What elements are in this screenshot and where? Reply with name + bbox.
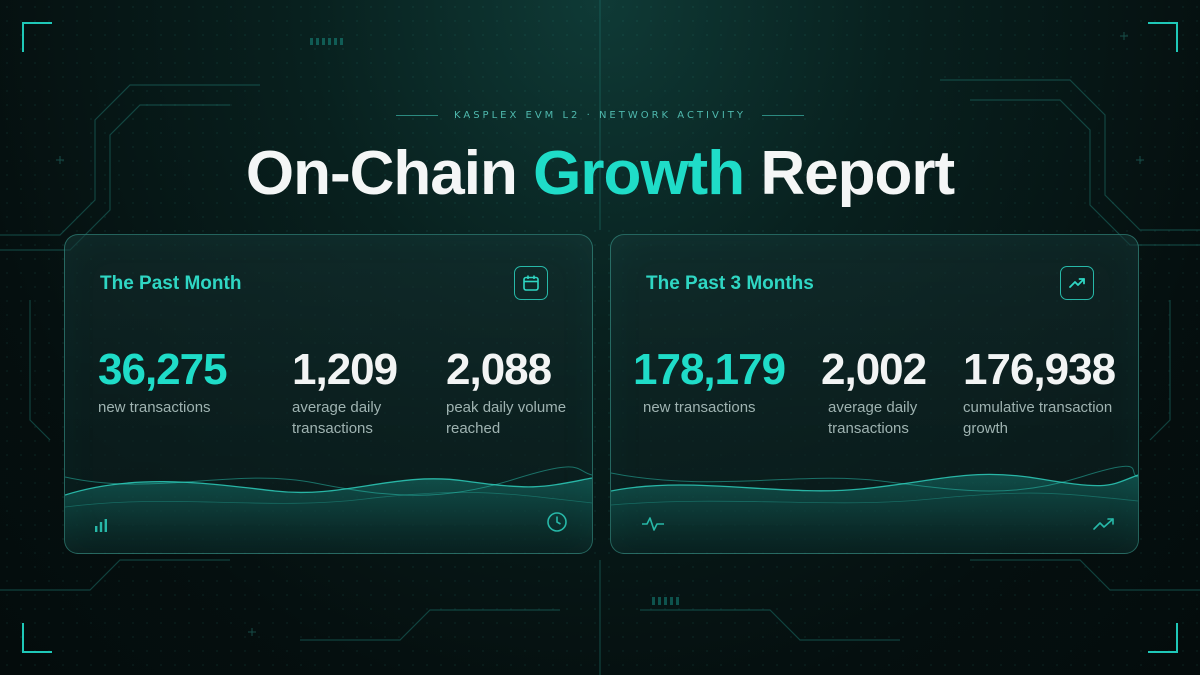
stat-peak-daily: 2,088 peak daily volume reached xyxy=(446,345,566,439)
trending-up-icon xyxy=(1093,518,1114,530)
stat-label: cumulative transaction growth xyxy=(963,399,1113,437)
subtitle-text: KASPLEX EVM L2 · NETWORK ACTIVITY xyxy=(453,110,747,121)
stat-label: peak daily volume reached xyxy=(446,399,567,437)
stat-value: 178,179 xyxy=(633,345,786,394)
corner-bracket-bottom-left xyxy=(22,623,52,653)
stat-new-transactions: 178,179 new transactions xyxy=(633,345,786,418)
stat-value: 1,209 xyxy=(292,345,398,394)
title-accent: Growth xyxy=(533,139,745,208)
clock-icon xyxy=(547,512,567,532)
corner-bracket-bottom-right xyxy=(1148,623,1178,653)
wave-decoration xyxy=(65,466,592,553)
stat-label: average daily transactions xyxy=(292,399,382,437)
bar-chart-icon xyxy=(95,519,107,532)
report-subtitle: KASPLEX EVM L2 · NETWORK ACTIVITY xyxy=(0,110,1200,121)
stat-label: new transactions xyxy=(643,399,756,416)
calendar-icon xyxy=(514,266,548,300)
wave-decoration xyxy=(611,465,1138,553)
trending-up-icon xyxy=(1060,266,1094,300)
stat-value: 176,938 xyxy=(963,345,1116,394)
pulse-icon xyxy=(642,517,664,531)
stat-label: average daily transactions xyxy=(828,399,918,437)
stat-new-transactions: 36,275 new transactions xyxy=(98,345,228,418)
card-past-3-months: The Past 3 Months 178,179 new transactio… xyxy=(610,234,1139,554)
stat-value: 2,002 xyxy=(821,345,927,394)
subtitle-divider-right xyxy=(762,114,805,116)
stat-value: 2,088 xyxy=(446,345,552,394)
stat-label: new transactions xyxy=(98,399,211,416)
card-title: The Past Month xyxy=(100,273,242,294)
title-part-1: On-Chain xyxy=(245,139,534,208)
stat-average-daily: 1,209 average daily transactions xyxy=(292,345,398,439)
page-title: On-Chain Growth Report xyxy=(0,138,1200,210)
corner-bracket-top-right xyxy=(1148,22,1178,52)
card-title: The Past 3 Months xyxy=(646,273,814,294)
subtitle-divider-left xyxy=(395,114,438,116)
corner-bracket-top-left xyxy=(22,22,52,52)
stat-average-daily: 2,002 average daily transactions xyxy=(821,345,927,439)
stat-value: 36,275 xyxy=(98,345,228,394)
card-past-month: The Past Month 36,275 new transactions 1… xyxy=(64,234,593,554)
stat-cumulative-growth: 176,938 cumulative transaction growth xyxy=(963,345,1116,439)
title-part-2: Report xyxy=(744,139,955,208)
